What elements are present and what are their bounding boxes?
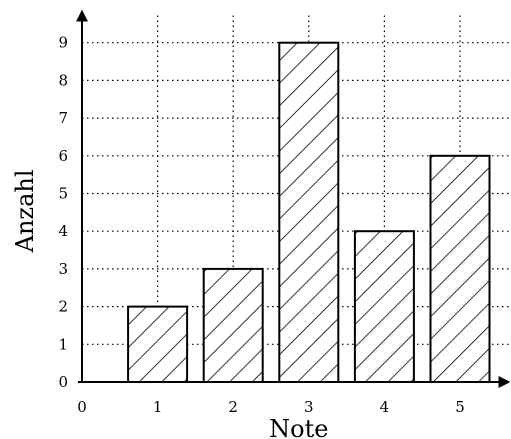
y-tick-label-9: 9 xyxy=(58,34,68,52)
y-axis-title: Anzahl xyxy=(11,169,39,253)
bar-5 xyxy=(429,154,491,383)
x-tick-label-5: 5 xyxy=(455,398,465,416)
y-tick-label-5: 5 xyxy=(58,185,68,203)
tick-labels: 0 1 2 3 4 5 6 7 8 9 0 1 2 3 4 5 xyxy=(58,34,464,416)
bar-2 xyxy=(202,267,264,383)
bars xyxy=(127,41,491,384)
y-tick-label-8: 8 xyxy=(58,71,68,89)
y-tick-label-3: 3 xyxy=(58,260,68,278)
bar-3 xyxy=(278,41,340,383)
x-axis-title: Note xyxy=(269,415,328,439)
x-tick-label-1: 1 xyxy=(153,398,163,416)
y-tick-label-6: 6 xyxy=(58,147,68,165)
axes xyxy=(76,9,511,388)
y-tick-label-4: 4 xyxy=(58,222,68,240)
y-tick-label-0: 0 xyxy=(58,373,68,391)
bar-1 xyxy=(127,305,189,384)
y-tick-label-1: 1 xyxy=(58,335,68,353)
x-tick-label-2: 2 xyxy=(228,398,238,416)
y-tick-label-2: 2 xyxy=(58,298,68,316)
x-tick-label-3: 3 xyxy=(304,398,314,416)
bar-4 xyxy=(353,230,415,383)
x-tick-label-4: 4 xyxy=(380,398,390,416)
x-tick-label-0: 0 xyxy=(77,398,87,416)
y-tick-label-7: 7 xyxy=(58,109,68,127)
